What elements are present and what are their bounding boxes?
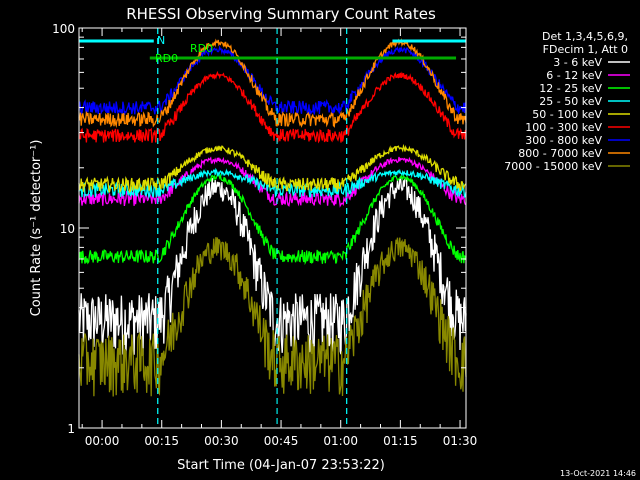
series-line-6	[78, 70, 467, 144]
series-line-2	[78, 156, 467, 208]
legend-header-1: Det 1,3,4,5,6,9,	[542, 30, 628, 43]
series-line-7	[78, 45, 467, 117]
x-tick-label-7: 01:30	[443, 434, 478, 448]
marker-layer: N RD0 RD0	[79, 28, 466, 428]
legend-label-4: 25 - 50 keV	[539, 95, 602, 108]
legend: Det 1,3,4,5,6,9,FDecim 1, Att 03 - 6 keV…	[504, 30, 630, 173]
y-tick-label-3: 100	[52, 22, 75, 36]
series-layer	[78, 37, 467, 397]
chart-title: RHESSI Observing Summary Count Rates	[126, 5, 436, 23]
y-axis-label: Count Rate (s⁻¹ detector⁻¹)	[29, 140, 44, 317]
series-line-1	[78, 176, 467, 357]
x-tick-label-1: 00:00	[85, 434, 120, 448]
footer-timestamp: 13-Oct-2021 14:46	[560, 469, 636, 478]
legend-label-9: 7000 - 15000 keV	[504, 160, 602, 173]
legend-label-2: 6 - 12 keV	[546, 69, 602, 82]
y-tick-label-2: 10	[60, 222, 75, 236]
legend-label-1: 3 - 6 keV	[553, 56, 602, 69]
legend-label-3: 12 - 25 keV	[539, 82, 602, 95]
series-line-3	[78, 173, 467, 266]
x-tick-label-3: 00:30	[204, 434, 239, 448]
y-tick-label-1: 1	[67, 422, 75, 436]
legend-label-6: 100 - 300 keV	[525, 121, 602, 134]
x-axis-label: Start Time (04-Jan-07 23:53:22)	[177, 458, 385, 473]
legend-label-8: 800 - 7000 keV	[518, 147, 602, 160]
series-line-4	[78, 167, 467, 200]
x-tick-label-6: 01:15	[383, 434, 418, 448]
series-line-5	[78, 143, 467, 194]
annotation-1: N	[157, 34, 165, 47]
annotation-2: RD0	[190, 42, 213, 55]
axes-layer: 00:00 00:15 00:30 00:45 01:00 01:15 01:30 1 10 10…	[52, 22, 477, 448]
x-tick-label-5: 01:00	[323, 434, 358, 448]
x-tick-label-2: 00:15	[144, 434, 179, 448]
legend-label-5: 50 - 100 keV	[532, 108, 602, 121]
series-line-9	[78, 237, 467, 397]
annotation-3: RD0	[155, 52, 178, 65]
x-tick-label-4: 00:45	[264, 434, 299, 448]
legend-label-7: 300 - 800 keV	[525, 134, 602, 147]
legend-header-2: FDecim 1, Att 0	[543, 43, 628, 56]
